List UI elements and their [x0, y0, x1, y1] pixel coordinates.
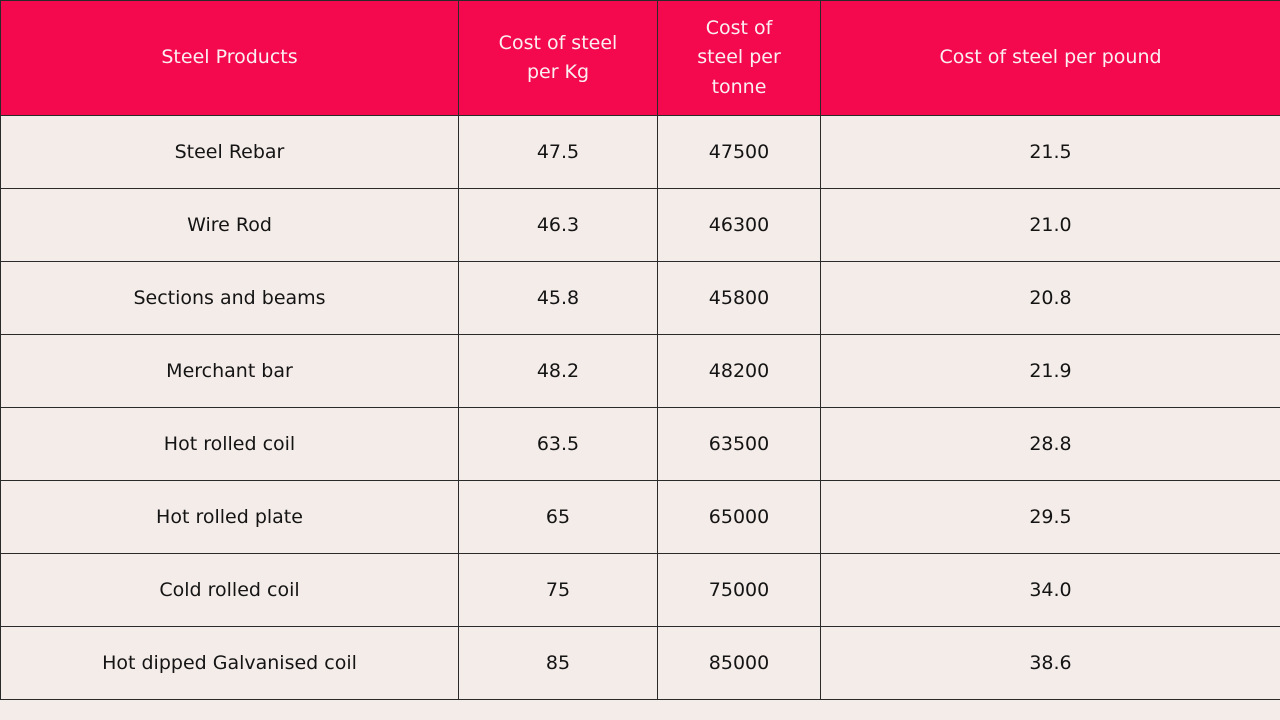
- cost-per-tonne-cell: 63500: [657, 407, 821, 481]
- col-header-cost-per-tonne: Cost of steel per tonne: [657, 0, 821, 116]
- table-row: Merchant bar 48.2 48200 21.9: [0, 334, 1280, 408]
- table-row: Wire Rod 46.3 46300 21.0: [0, 188, 1280, 262]
- cost-per-kg-cell: 75: [458, 553, 658, 627]
- cost-per-tonne-cell: 75000: [657, 553, 821, 627]
- cost-per-pound-cell: 20.8: [820, 261, 1280, 335]
- product-name-cell: Hot rolled plate: [0, 480, 459, 554]
- cost-per-kg-cell: 85: [458, 626, 658, 700]
- product-name-cell: Wire Rod: [0, 188, 459, 262]
- cost-per-kg-cell: 65: [458, 480, 658, 554]
- col-header-cost-per-kg: Cost of steel per Kg: [458, 0, 658, 116]
- table-row: Hot rolled plate 65 65000 29.5: [0, 480, 1280, 554]
- cost-per-tonne-cell: 85000: [657, 626, 821, 700]
- cost-per-pound-cell: 21.9: [820, 334, 1280, 408]
- cost-per-kg-cell: 46.3: [458, 188, 658, 262]
- cost-per-kg-cell: 63.5: [458, 407, 658, 481]
- product-name-cell: Hot dipped Galvanised coil: [0, 626, 459, 700]
- cost-per-pound-cell: 29.5: [820, 480, 1280, 554]
- col-header-cost-per-pound: Cost of steel per pound: [820, 0, 1280, 116]
- cost-per-pound-cell: 21.0: [820, 188, 1280, 262]
- table-row: Hot dipped Galvanised coil 85 85000 38.6: [0, 626, 1280, 700]
- cost-per-kg-cell: 47.5: [458, 115, 658, 189]
- table-row: Sections and beams 45.8 45800 20.8: [0, 261, 1280, 335]
- table-row: Steel Rebar 47.5 47500 21.5: [0, 115, 1280, 189]
- cost-per-tonne-cell: 47500: [657, 115, 821, 189]
- cost-per-pound-cell: 28.8: [820, 407, 1280, 481]
- cost-per-tonne-cell: 48200: [657, 334, 821, 408]
- cost-per-pound-cell: 38.6: [820, 626, 1280, 700]
- cost-per-pound-cell: 34.0: [820, 553, 1280, 627]
- col-header-steel-products: Steel Products: [0, 0, 459, 116]
- cost-per-pound-cell: 21.5: [820, 115, 1280, 189]
- header-row: Steel Products Cost of steel per Kg Cost…: [0, 0, 1280, 116]
- product-name-cell: Cold rolled coil: [0, 553, 459, 627]
- product-name-cell: Hot rolled coil: [0, 407, 459, 481]
- product-name-cell: Merchant bar: [0, 334, 459, 408]
- steel-price-table: Steel Products Cost of steel per Kg Cost…: [0, 0, 1280, 700]
- product-name-cell: Sections and beams: [0, 261, 459, 335]
- cost-per-tonne-cell: 65000: [657, 480, 821, 554]
- table-row: Cold rolled coil 75 75000 34.0: [0, 553, 1280, 627]
- cost-per-kg-cell: 45.8: [458, 261, 658, 335]
- cost-per-kg-cell: 48.2: [458, 334, 658, 408]
- cost-per-tonne-cell: 46300: [657, 188, 821, 262]
- product-name-cell: Steel Rebar: [0, 115, 459, 189]
- table-row: Hot rolled coil 63.5 63500 28.8: [0, 407, 1280, 481]
- cost-per-tonne-cell: 45800: [657, 261, 821, 335]
